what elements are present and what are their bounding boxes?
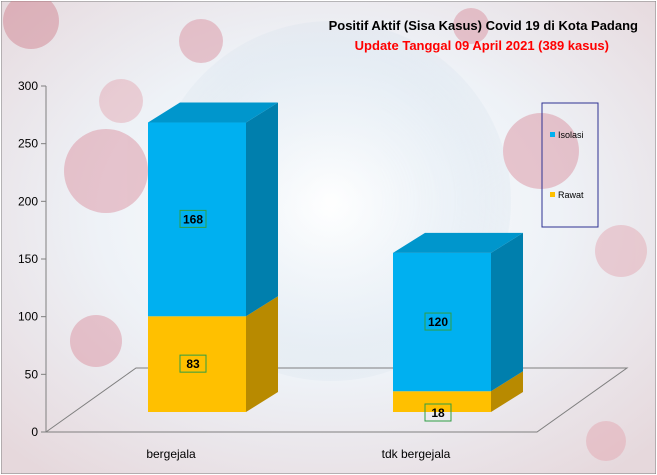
bar-segment-rawat-1 — [148, 296, 278, 412]
bar-front — [148, 122, 246, 317]
bar-front — [393, 252, 491, 392]
data-label-box — [424, 312, 452, 331]
y-tick-label: 250 — [18, 137, 38, 151]
chart-subtitle: Update Tanggal 09 April 2021 (389 kasus) — [355, 38, 609, 53]
data-label-rawat-1: 83 — [186, 357, 200, 371]
data-label-box — [179, 209, 207, 228]
x-category-label: bergejala — [146, 447, 196, 461]
y-tick-label: 0 — [31, 425, 38, 439]
y-tick-label: 300 — [18, 79, 38, 93]
legend: Isolasi Rawat — [541, 102, 599, 228]
chart-title: Positif Aktif (Sisa Kasus) Covid 19 di K… — [329, 18, 638, 33]
legend-swatch-isolasi — [550, 132, 555, 137]
data-label-box — [424, 403, 452, 422]
x-category-label: tdk bergejala — [382, 447, 451, 461]
y-tick-label: 200 — [18, 194, 38, 208]
bar-side — [246, 102, 278, 317]
bar-side — [491, 232, 523, 392]
bar-side — [491, 371, 523, 412]
legend-label-rawat: Rawat — [558, 190, 584, 200]
bar-segment-rawat-2 — [393, 371, 523, 412]
y-tick-label: 50 — [25, 367, 39, 381]
legend-box — [541, 102, 599, 228]
bar-front — [393, 391, 491, 412]
data-label-isolasi-1: 168 — [183, 212, 203, 226]
floor-plane — [44, 367, 629, 433]
data-label-box — [179, 354, 207, 373]
bar-front — [148, 316, 246, 412]
legend-swatch-rawat — [550, 192, 555, 197]
y-tick-label: 100 — [18, 310, 38, 324]
bar-top — [148, 102, 278, 123]
bar-top — [393, 232, 523, 253]
legend-label-isolasi: Isolasi — [558, 130, 584, 140]
data-label-rawat-2: 18 — [431, 406, 445, 420]
bar-segment-isolasi-2 — [393, 232, 523, 392]
bar-side — [246, 296, 278, 412]
y-tick-label: 150 — [18, 252, 38, 266]
data-label-isolasi-2: 120 — [428, 315, 448, 329]
bar-segment-isolasi-1 — [148, 102, 278, 317]
